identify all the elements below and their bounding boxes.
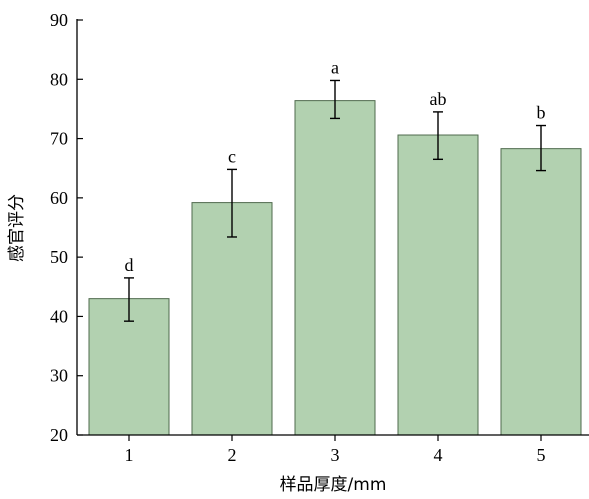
significance-label-1: d bbox=[125, 255, 134, 275]
significance-labels-layer: d c a ab b bbox=[125, 57, 546, 274]
x-tick-label: 4 bbox=[434, 445, 443, 465]
error-bar-3 bbox=[330, 79, 340, 120]
significance-label-3: a bbox=[331, 57, 339, 77]
bar-5 bbox=[500, 148, 582, 436]
bar-2 bbox=[191, 202, 273, 436]
y-axis-title: 感官评分 bbox=[7, 194, 27, 262]
x-tick-label: 1 bbox=[125, 445, 134, 465]
y-tick-label: 30 bbox=[50, 366, 68, 386]
y-axis: 20 30 40 50 60 70 80 90 bbox=[50, 10, 83, 445]
y-tick-label: 70 bbox=[50, 129, 68, 149]
bar-4 bbox=[397, 134, 479, 436]
bars-layer bbox=[88, 100, 582, 436]
y-tick-label: 90 bbox=[50, 10, 68, 30]
error-bar-4 bbox=[433, 111, 443, 161]
error-bar-1 bbox=[124, 277, 134, 322]
x-tick-label: 3 bbox=[331, 445, 340, 465]
significance-label-5: b bbox=[537, 103, 546, 123]
y-tick-label: 80 bbox=[50, 69, 68, 89]
x-tick-label: 5 bbox=[537, 445, 546, 465]
x-axis-title: 样品厚度/mm bbox=[280, 475, 387, 495]
x-tick-label: 2 bbox=[228, 445, 237, 465]
y-tick-label: 50 bbox=[50, 247, 68, 267]
error-bar-2 bbox=[227, 168, 237, 238]
x-axis: 1 2 3 4 5 bbox=[77, 434, 589, 465]
error-bars-layer bbox=[124, 79, 546, 322]
y-tick-label: 40 bbox=[50, 306, 68, 326]
significance-label-4: ab bbox=[430, 89, 447, 109]
bar-3 bbox=[294, 100, 376, 436]
y-tick-label: 20 bbox=[50, 425, 68, 445]
error-bar-5 bbox=[536, 124, 546, 172]
significance-label-2: c bbox=[228, 146, 236, 166]
y-tick-label: 60 bbox=[50, 188, 68, 208]
